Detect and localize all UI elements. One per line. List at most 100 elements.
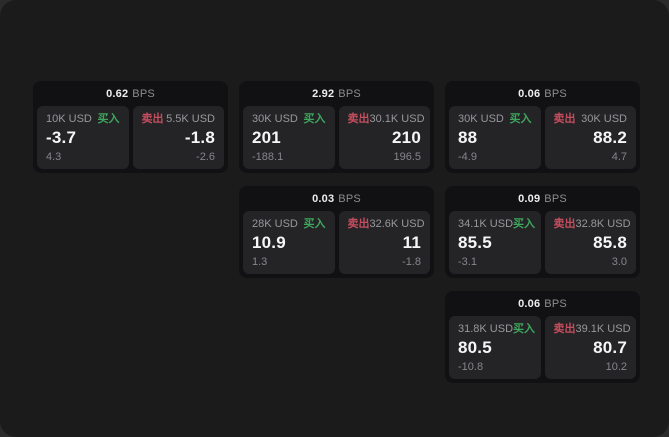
- tile-row: 31.8K USD 买入 80.5 -10.8 卖出 39.1K USD 80.…: [449, 316, 636, 379]
- sell-price: 11: [402, 233, 421, 252]
- buy-tile[interactable]: 30K USD 买入 201 -188.1: [243, 106, 335, 169]
- sell-tile[interactable]: 卖出 30K USD 88.2 4.7: [544, 106, 636, 169]
- buy-tile-top: 30K USD 买入: [458, 113, 532, 125]
- buy-tile-top: 28K USD 买入: [252, 218, 326, 230]
- buy-size-label: 10K USD: [46, 113, 92, 125]
- sell-tag: 卖出: [553, 218, 576, 230]
- buy-size-label: 34.1K USD: [458, 218, 514, 230]
- bps-unit-label: BPS: [338, 192, 361, 205]
- buy-price: -3.7: [46, 128, 77, 147]
- buy-change: -3.1: [458, 256, 477, 268]
- bps-value: 2.92: [312, 87, 335, 100]
- sell-price: 80.7: [593, 338, 627, 357]
- bps-value: 0.06: [518, 87, 541, 100]
- buy-tile-top: 34.1K USD 买入: [458, 218, 536, 230]
- buy-tag: 买入: [303, 218, 326, 230]
- quote-card: 2.92 BPS 30K USD 买入 201 -188.1 卖出 30.1K …: [239, 81, 434, 173]
- sell-tile[interactable]: 卖出 5.5K USD -1.8 -2.6: [132, 106, 224, 169]
- quotes-grid: 0.62 BPS 10K USD 买入 -3.7 4.3 卖出 5.5K USD: [33, 81, 640, 383]
- buy-change: -4.9: [458, 151, 477, 163]
- buy-price: 80.5: [458, 338, 492, 357]
- buy-tile-top: 10K USD 买入: [46, 113, 120, 125]
- bps-unit-label: BPS: [132, 87, 155, 100]
- buy-tile-top: 30K USD 买入: [252, 113, 326, 125]
- buy-tag: 买入: [513, 323, 536, 335]
- buy-tile[interactable]: 34.1K USD 买入 85.5 -3.1: [449, 211, 541, 274]
- bps-header: 0.06 BPS: [449, 291, 636, 316]
- buy-tag: 买入: [513, 218, 536, 230]
- buy-size-label: 28K USD: [252, 218, 298, 230]
- sell-tile-top: 卖出 5.5K USD: [142, 113, 216, 125]
- quote-card: 0.09 BPS 34.1K USD 买入 85.5 -3.1 卖出 32.8K…: [445, 186, 640, 278]
- quote-card: 0.03 BPS 28K USD 买入 10.9 1.3 卖出 32.6K US…: [239, 186, 434, 278]
- bps-header: 0.09 BPS: [449, 186, 636, 211]
- sell-size-label: 32.6K USD: [369, 218, 425, 230]
- bps-header: 2.92 BPS: [243, 81, 430, 106]
- sell-price: 210: [392, 128, 421, 147]
- sell-size-label: 39.1K USD: [575, 323, 631, 335]
- buy-price: 88: [458, 128, 478, 147]
- buy-size-label: 30K USD: [458, 113, 504, 125]
- sell-tile[interactable]: 卖出 32.8K USD 85.8 3.0: [544, 211, 636, 274]
- sell-tile[interactable]: 卖出 30.1K USD 210 196.5: [338, 106, 430, 169]
- buy-tile-top: 31.8K USD 买入: [458, 323, 536, 335]
- sell-size-label: 32.8K USD: [575, 218, 631, 230]
- buy-size-label: 30K USD: [252, 113, 298, 125]
- sell-tile-top: 卖出 32.8K USD: [553, 218, 631, 230]
- sell-change: -1.8: [402, 256, 421, 268]
- buy-tile[interactable]: 30K USD 买入 88 -4.9: [449, 106, 541, 169]
- tile-row: 34.1K USD 买入 85.5 -3.1 卖出 32.8K USD 85.8…: [449, 211, 636, 274]
- sell-size-label: 5.5K USD: [166, 113, 215, 125]
- buy-tile[interactable]: 10K USD 买入 -3.7 4.3: [37, 106, 129, 169]
- sell-price: 85.8: [593, 233, 627, 252]
- sell-change: 10.2: [605, 361, 627, 373]
- sell-tag: 卖出: [347, 218, 370, 230]
- tile-row: 30K USD 买入 88 -4.9 卖出 30K USD 88.2 4.7: [449, 106, 636, 169]
- bps-header: 0.62 BPS: [37, 81, 224, 106]
- bps-unit-label: BPS: [338, 87, 361, 100]
- sell-change: 4.7: [611, 151, 627, 163]
- buy-price: 85.5: [458, 233, 492, 252]
- sell-tile-top: 卖出 32.6K USD: [347, 218, 425, 230]
- tile-row: 28K USD 买入 10.9 1.3 卖出 32.6K USD 11 -1.8: [243, 211, 430, 274]
- buy-change: -10.8: [458, 361, 484, 373]
- bps-value: 0.62: [106, 87, 129, 100]
- buy-tag: 买入: [509, 113, 532, 125]
- tile-row: 10K USD 买入 -3.7 4.3 卖出 5.5K USD -1.8 -2.…: [37, 106, 224, 169]
- bps-value: 0.03: [312, 192, 335, 205]
- bps-unit-label: BPS: [544, 87, 567, 100]
- buy-tag: 买入: [303, 113, 326, 125]
- sell-tag: 卖出: [141, 113, 164, 125]
- buy-change: 4.3: [46, 151, 62, 163]
- sell-tile[interactable]: 卖出 39.1K USD 80.7 10.2: [544, 316, 636, 379]
- bps-value: 0.09: [518, 192, 541, 205]
- bps-header: 0.06 BPS: [449, 81, 636, 106]
- bps-value: 0.06: [518, 297, 541, 310]
- sell-tag: 卖出: [553, 113, 576, 125]
- buy-size-label: 31.8K USD: [458, 323, 514, 335]
- sell-tag: 卖出: [347, 113, 370, 125]
- sell-tile[interactable]: 卖出 32.6K USD 11 -1.8: [338, 211, 430, 274]
- buy-change: -188.1: [252, 151, 284, 163]
- buy-tile[interactable]: 28K USD 买入 10.9 1.3: [243, 211, 335, 274]
- sell-size-label: 30K USD: [581, 113, 627, 125]
- buy-tile[interactable]: 31.8K USD 买入 80.5 -10.8: [449, 316, 541, 379]
- quote-card: 0.06 BPS 30K USD 买入 88 -4.9 卖出 30K USD: [445, 81, 640, 173]
- sell-change: 196.5: [393, 151, 421, 163]
- sell-tag: 卖出: [553, 323, 576, 335]
- bps-unit-label: BPS: [544, 297, 567, 310]
- sell-price: 88.2: [593, 128, 627, 147]
- sell-tile-top: 卖出 39.1K USD: [553, 323, 631, 335]
- sell-change: -2.6: [196, 151, 215, 163]
- buy-change: 1.3: [252, 256, 268, 268]
- sell-tile-top: 卖出 30K USD: [554, 113, 628, 125]
- sell-size-label: 30.1K USD: [369, 113, 425, 125]
- sell-tile-top: 卖出 30.1K USD: [347, 113, 425, 125]
- quote-card: 0.06 BPS 31.8K USD 买入 80.5 -10.8 卖出 39.1…: [445, 291, 640, 383]
- sell-price: -1.8: [184, 128, 215, 147]
- bps-header: 0.03 BPS: [243, 186, 430, 211]
- quote-card: 0.62 BPS 10K USD 买入 -3.7 4.3 卖出 5.5K USD: [33, 81, 228, 173]
- buy-price: 10.9: [252, 233, 286, 252]
- tile-row: 30K USD 买入 201 -188.1 卖出 30.1K USD 210 1…: [243, 106, 430, 169]
